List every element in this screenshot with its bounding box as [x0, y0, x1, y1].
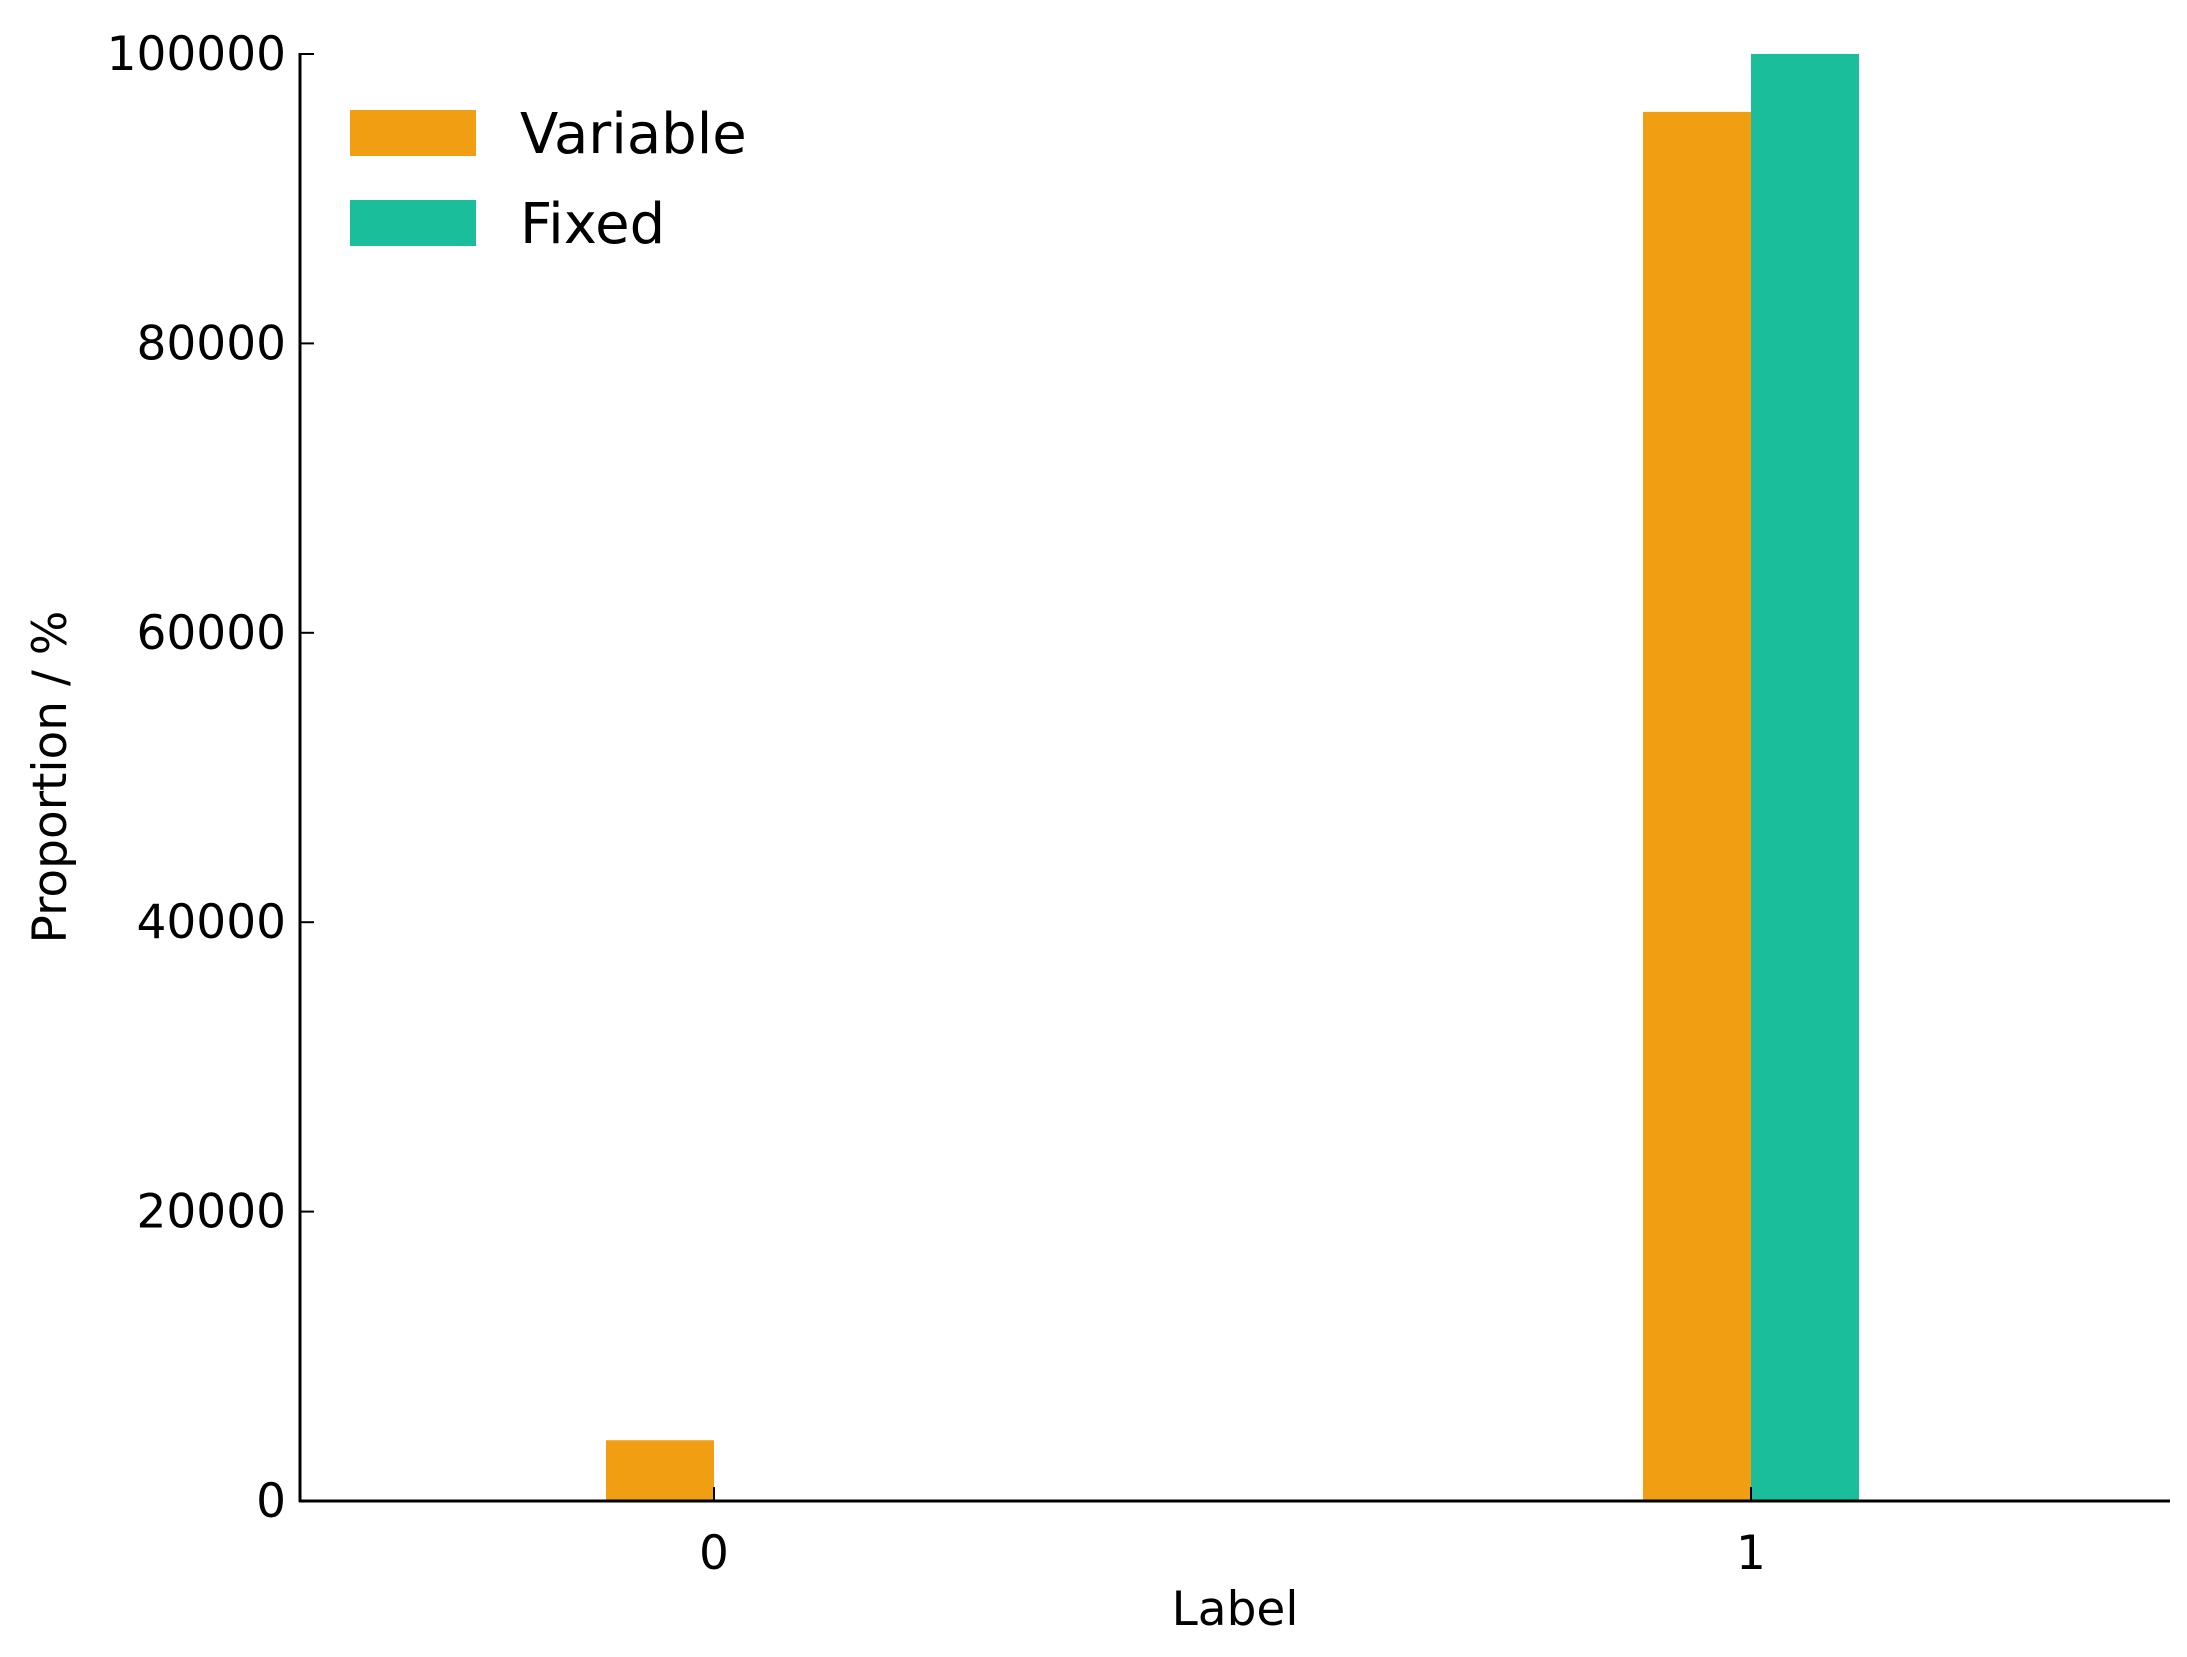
- bar-variable-0: [606, 1440, 714, 1501]
- bars-group: [606, 54, 1859, 1501]
- y-tick-label: 60000: [136, 606, 286, 661]
- legend-label-fixed: Fixed: [520, 192, 665, 257]
- y-ticks-group: 0 20000 40000 60000 80000 100000: [107, 27, 314, 1529]
- bar-variable-1: [1643, 111, 1751, 1501]
- y-tick-label: 20000: [136, 1185, 286, 1240]
- legend-label-variable: Variable: [520, 102, 747, 167]
- legend: Variable Fixed: [350, 102, 747, 257]
- axes-group: [298, 53, 2170, 1503]
- x-tick-label: 0: [699, 1526, 729, 1581]
- x-tick-label: 1: [1736, 1526, 1766, 1581]
- y-tick-label: 40000: [136, 895, 286, 950]
- x-axis-label: Label: [1172, 1582, 1299, 1637]
- y-tick-label: 0: [256, 1474, 286, 1529]
- y-axis-label: Proportion / %: [23, 611, 78, 944]
- legend-swatch-variable: [350, 110, 476, 156]
- bar-fixed-1: [1751, 54, 1859, 1501]
- y-tick-label: 80000: [136, 316, 286, 371]
- legend-swatch-fixed: [350, 200, 476, 246]
- y-tick-label: 100000: [107, 27, 286, 82]
